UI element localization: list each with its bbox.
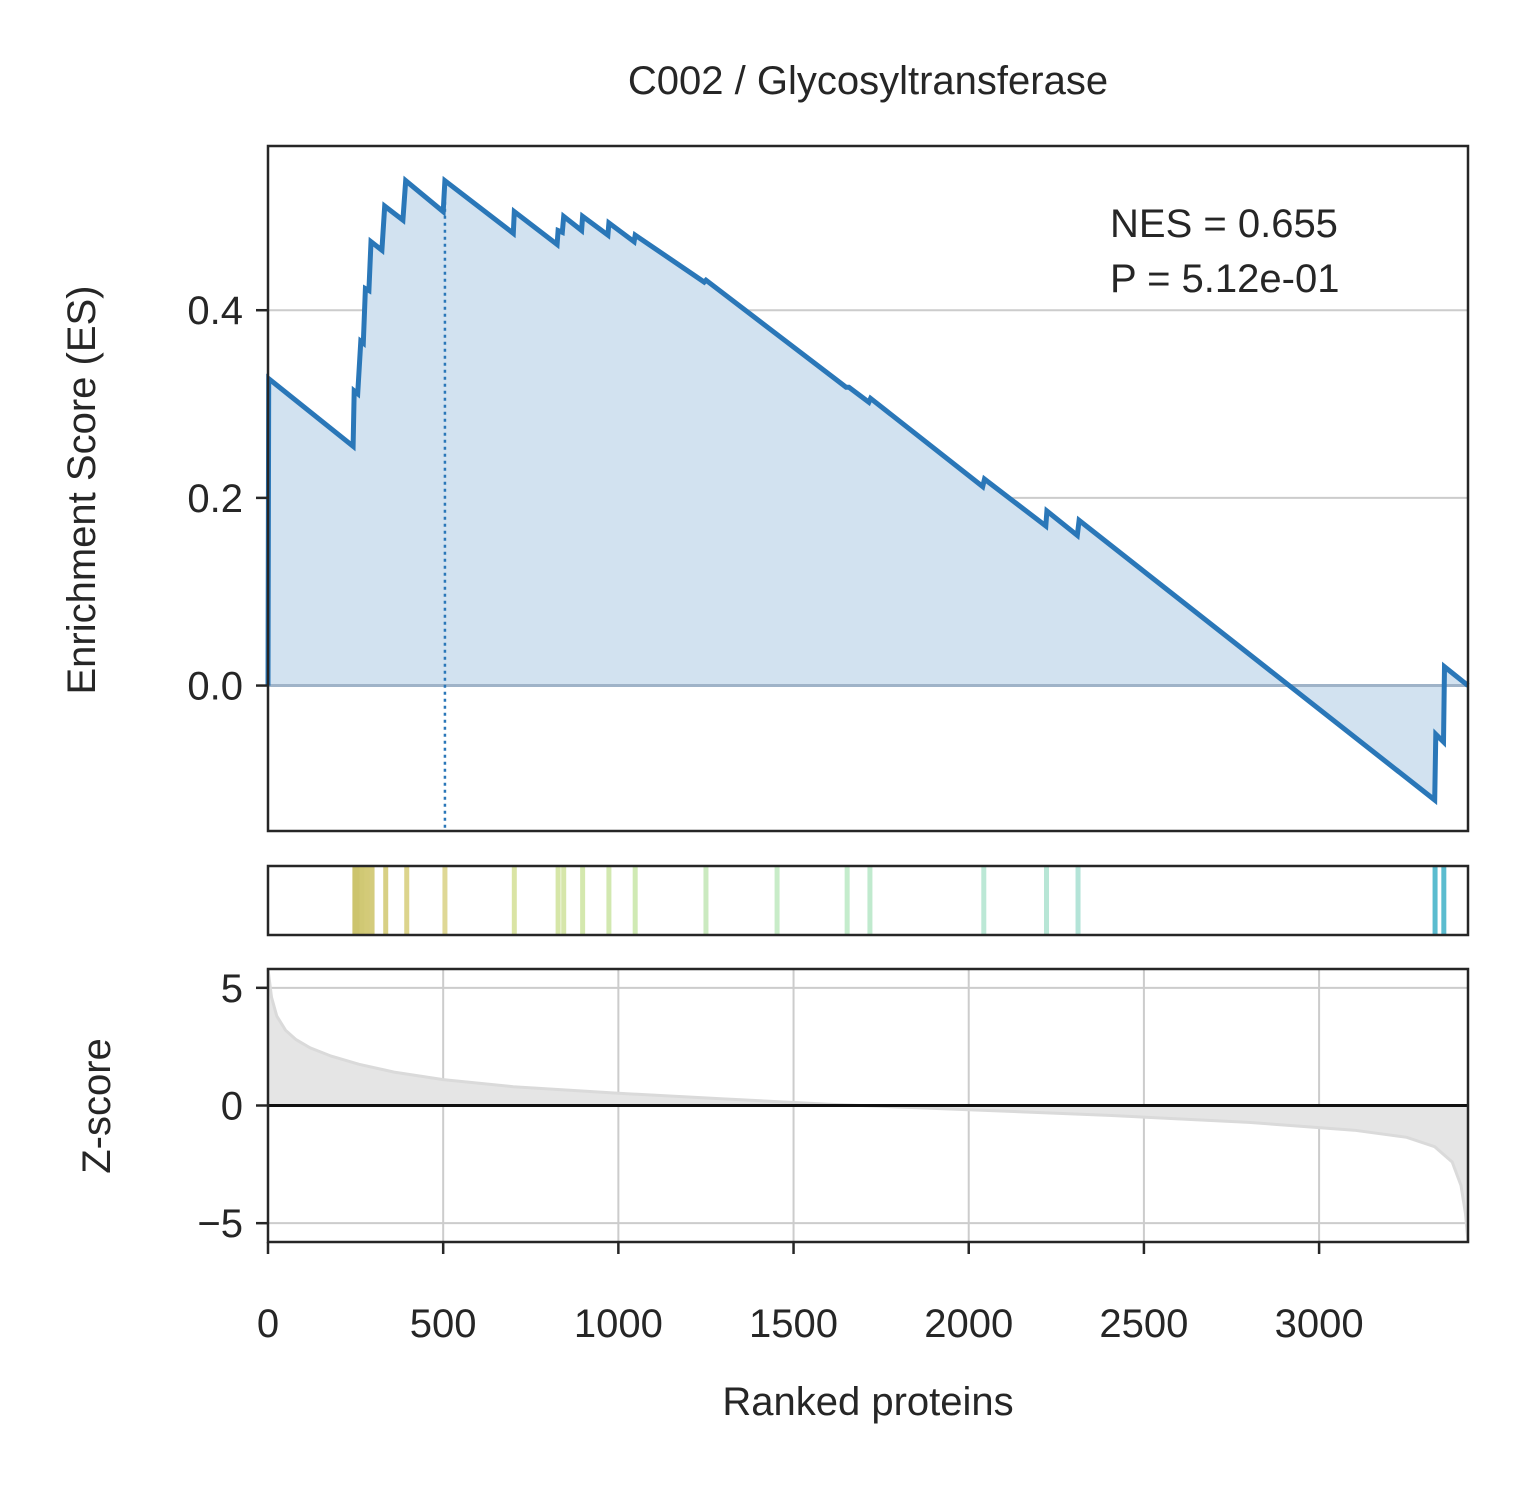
es-panel: 0.0 0.2 0.4 Enrichment Score (ES) NES = 0.… <box>60 144 1470 833</box>
zscore-y-tick-label: 0 <box>221 1085 243 1129</box>
x-tick-label: 3000 <box>1275 1302 1364 1346</box>
es-y-tick-label: 0.4 <box>187 289 243 333</box>
zscore-y-axis-label: Z-score <box>75 1038 119 1174</box>
zscore-y-ticks: 5 0 −5 <box>197 967 268 1246</box>
x-tick-label: 0 <box>257 1302 279 1346</box>
x-axis-ticks: 0 500 1000 1500 2000 2500 3000 <box>257 1242 1364 1346</box>
x-tick-label: 2500 <box>1099 1302 1188 1346</box>
hits-panel <box>266 864 1470 937</box>
zscore-y-tick-label: −5 <box>197 1202 243 1246</box>
x-tick-label: 1000 <box>574 1302 663 1346</box>
zscore-panel: 5 0 −5 0 500 1000 1500 2000 2500 3000 Z-score <box>75 967 1470 1346</box>
chart-title: C002 / Glycosyltransferase <box>628 59 1108 103</box>
x-axis-label: Ranked proteins <box>722 1380 1013 1424</box>
x-tick-label: 500 <box>410 1302 477 1346</box>
es-running-sum-line <box>265 175 1470 806</box>
es-y-tick-label: 0.0 <box>187 665 243 709</box>
nes-annotation: NES = 0.655 <box>1110 202 1338 246</box>
es-y-tick-label: 0.2 <box>187 477 243 521</box>
es-panel-frame <box>266 144 1470 833</box>
zscore-curve <box>266 968 1470 1243</box>
es-y-axis-label: Enrichment Score (ES) <box>60 285 104 694</box>
hit-lines <box>352 866 1447 935</box>
hits-panel-frame <box>266 864 1470 937</box>
x-tick-label: 2000 <box>924 1302 1013 1346</box>
x-tick-label: 1500 <box>749 1302 838 1346</box>
es-area-fill <box>268 180 1468 800</box>
p-value-annotation: P = 5.12e-01 <box>1110 257 1339 301</box>
es-y-ticks: 0.0 0.2 0.4 <box>187 289 268 709</box>
zscore-y-tick-label: 5 <box>221 967 243 1011</box>
